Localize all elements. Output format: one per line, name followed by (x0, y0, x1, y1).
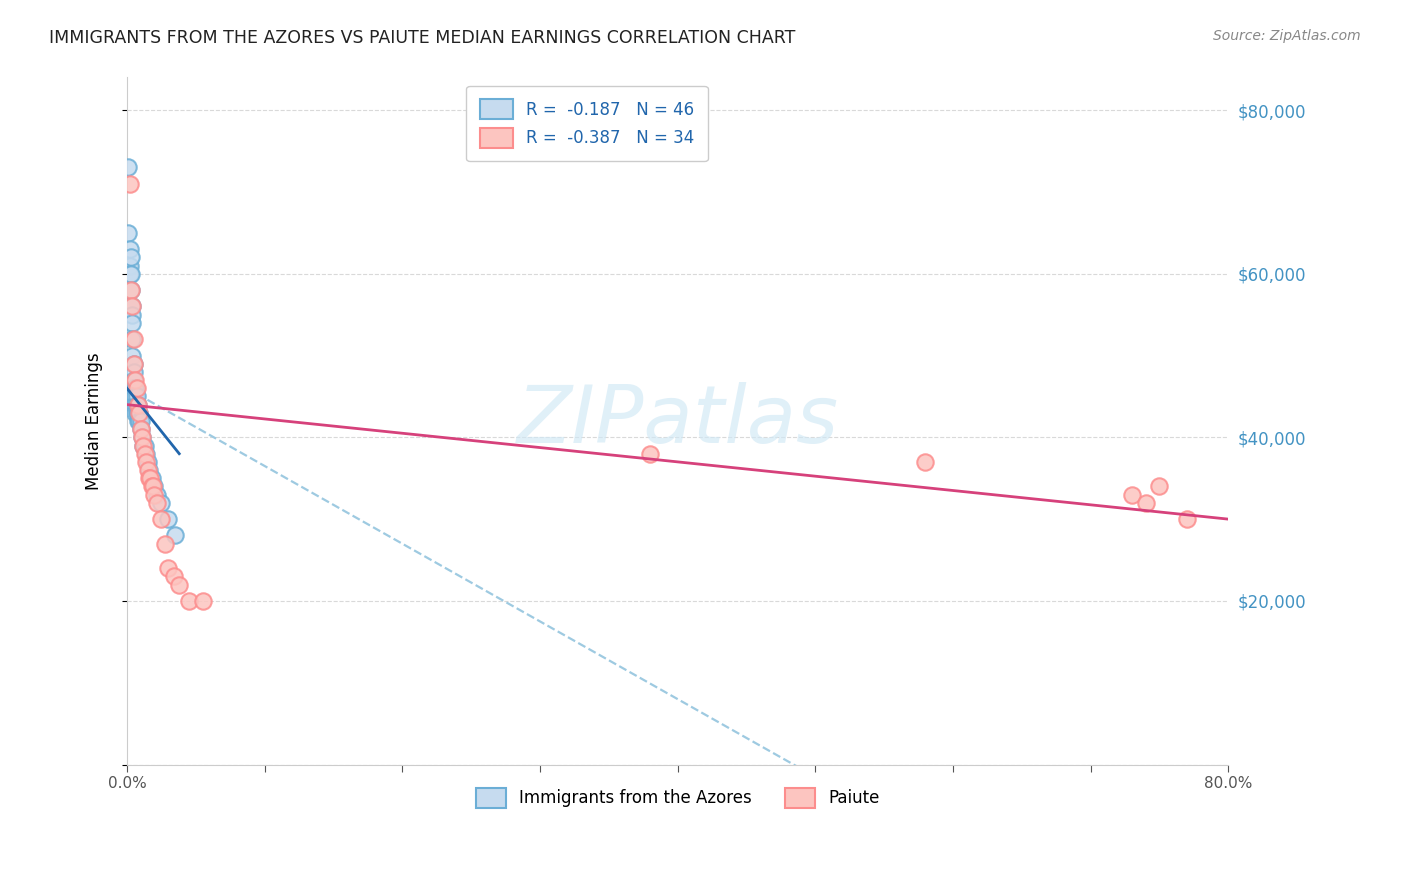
Point (150, 496, 173, 510)
Legend: Immigrants from the Azores, Paiute: Immigrants from the Azores, Paiute (468, 780, 886, 814)
Point (143, 487, 166, 501)
Point (129, 422, 152, 436)
Point (141, 471, 163, 485)
Point (142, 479, 165, 493)
Point (122, 381, 145, 395)
Point (134, 438, 156, 452)
Point (124, 381, 146, 395)
Point (120, 300, 142, 314)
Point (120, 267, 142, 281)
Point (146, 487, 169, 501)
Point (129, 414, 152, 428)
Point (120, 251, 142, 265)
Point (143, 479, 166, 493)
Point (141, 479, 163, 493)
Point (121, 316, 143, 330)
Point (129, 422, 152, 436)
Point (138, 471, 160, 485)
Point (122, 357, 145, 371)
Point (124, 373, 146, 387)
Point (122, 357, 145, 371)
Point (124, 398, 146, 412)
Point (125, 406, 148, 420)
Point (150, 512, 173, 526)
Text: Source: ZipAtlas.com: Source: ZipAtlas.com (1213, 29, 1361, 43)
Point (122, 373, 145, 387)
Point (177, 594, 200, 608)
Point (157, 512, 180, 526)
Point (1135, 496, 1157, 510)
Point (127, 406, 149, 420)
Point (122, 389, 145, 403)
Point (127, 414, 149, 428)
Point (1121, 487, 1143, 501)
Point (121, 349, 143, 363)
Y-axis label: Median Earnings: Median Earnings (86, 352, 103, 490)
Point (127, 398, 149, 412)
Point (132, 438, 155, 452)
Text: IMMIGRANTS FROM THE AZORES VS PAIUTE MEDIAN EARNINGS CORRELATION CHART: IMMIGRANTS FROM THE AZORES VS PAIUTE MED… (49, 29, 796, 46)
Point (134, 447, 156, 461)
Point (131, 430, 153, 444)
Point (146, 496, 169, 510)
Point (121, 300, 143, 314)
Point (122, 332, 145, 346)
Point (135, 447, 157, 461)
Point (120, 283, 142, 297)
Point (121, 300, 143, 314)
Point (136, 463, 159, 477)
Point (118, 267, 141, 281)
Point (191, 594, 214, 608)
Point (121, 308, 143, 322)
Point (131, 430, 153, 444)
Point (136, 455, 159, 469)
Text: ZIPatlas: ZIPatlas (516, 382, 838, 460)
Point (118, 259, 141, 273)
Point (125, 389, 148, 403)
Point (914, 455, 936, 469)
Point (132, 438, 155, 452)
Point (165, 528, 187, 542)
Point (128, 406, 150, 420)
Point (155, 536, 177, 550)
Point (117, 226, 139, 240)
Point (121, 332, 143, 346)
Point (125, 381, 148, 395)
Point (139, 471, 162, 485)
Point (118, 177, 141, 191)
Point (122, 365, 145, 379)
Point (117, 161, 139, 175)
Point (1149, 479, 1171, 493)
Point (120, 283, 142, 297)
Point (118, 242, 141, 256)
Point (1175, 512, 1198, 526)
Point (163, 569, 186, 583)
Point (135, 455, 157, 469)
Point (127, 398, 149, 412)
Point (124, 389, 146, 403)
Point (638, 447, 661, 461)
Point (138, 463, 160, 477)
Point (128, 406, 150, 420)
Point (167, 577, 190, 591)
Point (124, 406, 146, 420)
Point (122, 398, 145, 412)
Point (128, 414, 150, 428)
Point (125, 398, 148, 412)
Point (157, 561, 180, 575)
